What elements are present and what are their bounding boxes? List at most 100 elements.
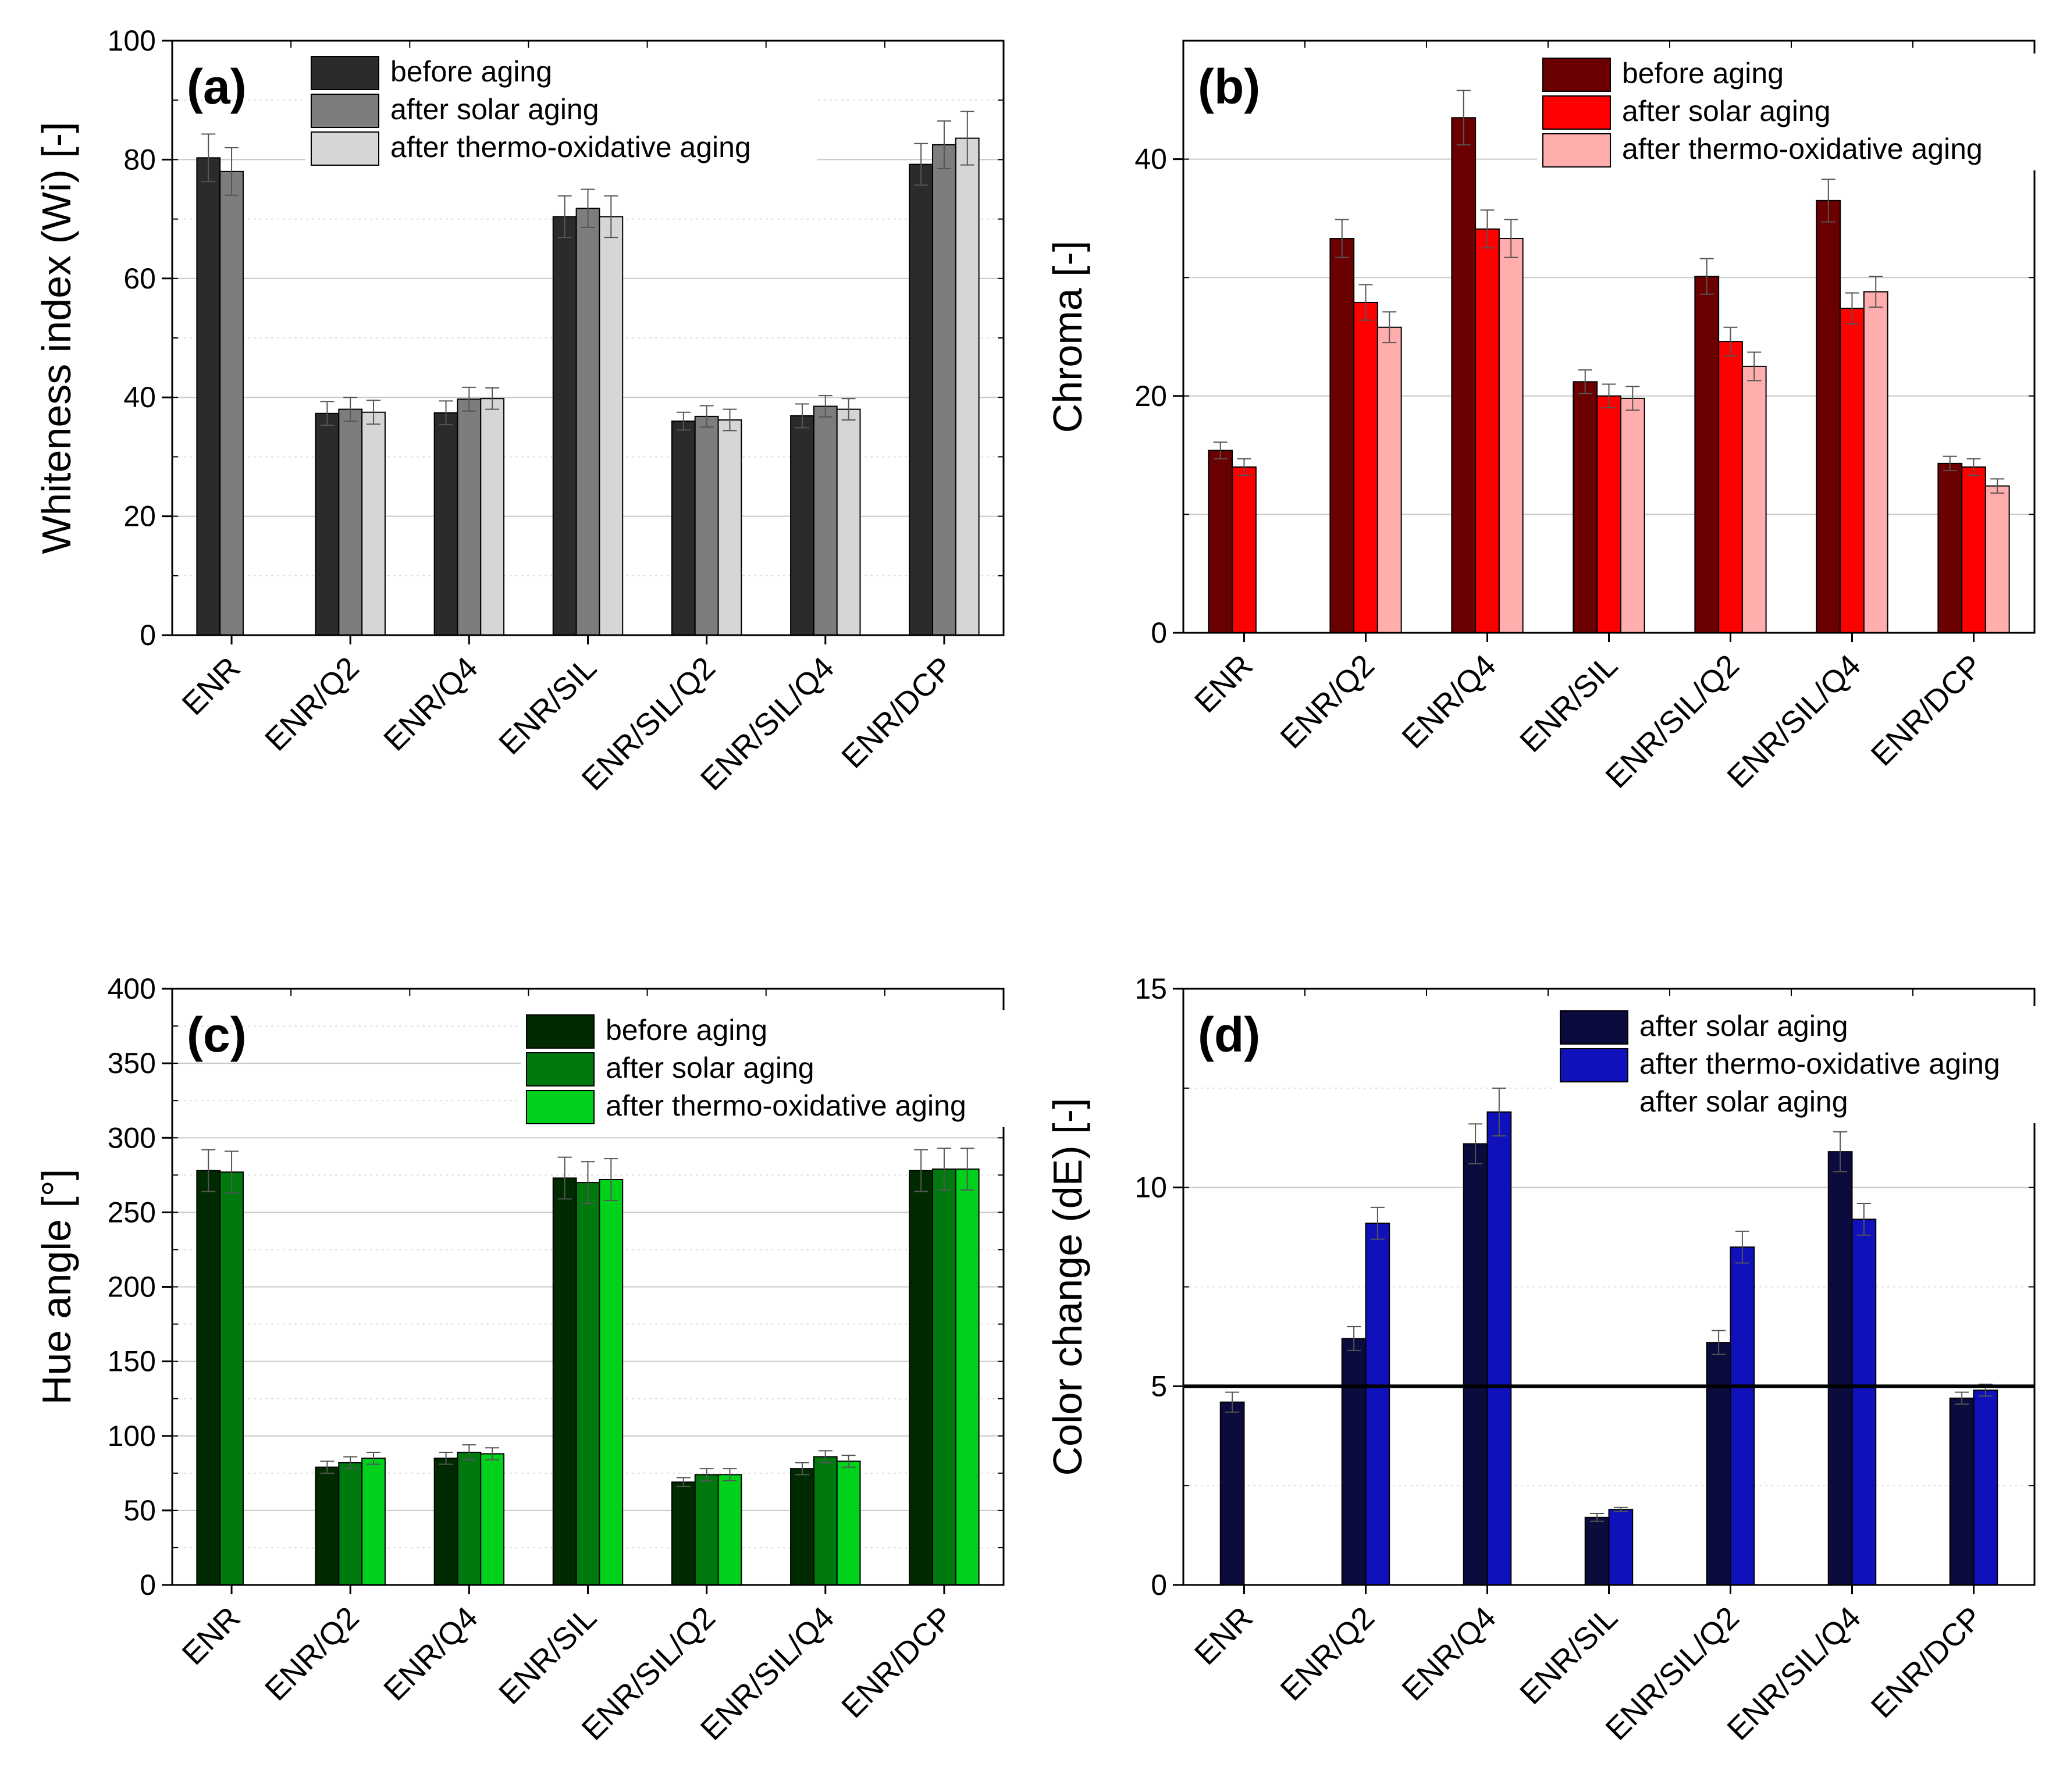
legend-label: before aging bbox=[606, 1014, 767, 1046]
legend-swatch bbox=[311, 56, 379, 90]
bar bbox=[433, 1458, 458, 1586]
legend-swatch bbox=[311, 131, 379, 166]
y-tick-label: 80 bbox=[123, 143, 156, 176]
bar bbox=[1219, 1401, 1245, 1586]
category-label: ENR bbox=[1188, 648, 1260, 719]
bar bbox=[361, 1458, 386, 1586]
bar bbox=[790, 415, 814, 636]
category-label: ENR/DCP bbox=[835, 1600, 959, 1725]
bar bbox=[909, 1170, 934, 1586]
bar bbox=[1208, 450, 1233, 633]
legend-label: after thermo-oxidative aging bbox=[390, 131, 751, 163]
category-label: ENR/Q2 bbox=[258, 1600, 366, 1708]
legend: before aging after solar aging after therm… bbox=[1537, 54, 2049, 170]
bar bbox=[480, 1453, 505, 1586]
bar bbox=[480, 398, 505, 636]
bar bbox=[219, 170, 244, 636]
bar bbox=[694, 415, 719, 636]
bar bbox=[836, 1460, 861, 1586]
y-tick-label: 0 bbox=[1151, 1569, 1167, 1601]
bar bbox=[1741, 365, 1767, 634]
legend-background bbox=[1537, 54, 2049, 170]
category-label: ENR/DCP bbox=[1865, 1600, 1989, 1725]
bar bbox=[717, 419, 742, 636]
bar bbox=[196, 1170, 221, 1586]
bar bbox=[457, 1451, 482, 1586]
category-label: ENR bbox=[176, 1600, 247, 1672]
y-axis-label: Chroma [-] bbox=[1045, 241, 1090, 433]
y-axis-label: Color change (dE) [-] bbox=[1045, 1098, 1090, 1476]
panel-label: (a) bbox=[187, 59, 247, 114]
legend-background bbox=[1554, 1006, 2049, 1123]
bar bbox=[1706, 1342, 1731, 1586]
y-tick-label: 10 bbox=[1134, 1171, 1167, 1204]
legend-swatch bbox=[1560, 1010, 1628, 1045]
category-label: ENR/SIL bbox=[1513, 648, 1624, 759]
legend-swatch bbox=[1542, 58, 1611, 92]
bar bbox=[315, 412, 340, 636]
bar bbox=[1608, 1509, 1634, 1586]
y-tick-label: 40 bbox=[123, 381, 156, 414]
bar bbox=[671, 1481, 696, 1586]
legend-background bbox=[521, 1010, 1033, 1127]
category-label: ENR/Q4 bbox=[377, 1600, 485, 1708]
bar bbox=[1329, 238, 1355, 633]
y-tick-label: 200 bbox=[108, 1271, 156, 1303]
y-tick-label: 20 bbox=[123, 500, 156, 533]
bar bbox=[955, 137, 980, 636]
y-tick-label: 60 bbox=[123, 262, 156, 295]
bar bbox=[1498, 238, 1524, 633]
bar bbox=[1718, 341, 1743, 633]
bar bbox=[1353, 301, 1378, 633]
legend: after solar aging after thermo-oxidative … bbox=[1554, 1006, 2049, 1123]
category-label: ENR/Q4 bbox=[1395, 648, 1503, 756]
bar bbox=[1486, 1111, 1512, 1586]
bar bbox=[671, 421, 696, 636]
category-label: ENR/SIL bbox=[492, 1600, 603, 1711]
y-tick-label: 300 bbox=[108, 1121, 156, 1154]
legend-swatch bbox=[526, 1014, 595, 1049]
legend: before aging after solar aging after therm… bbox=[521, 1010, 1033, 1127]
y-tick-label: 40 bbox=[1134, 143, 1167, 176]
legend-label: before aging bbox=[390, 55, 552, 88]
bar bbox=[1851, 1219, 1877, 1586]
bar bbox=[361, 411, 386, 636]
bars bbox=[1208, 90, 2010, 634]
bar bbox=[1949, 1397, 1975, 1586]
bar bbox=[219, 1171, 244, 1586]
bar bbox=[575, 208, 600, 636]
bar bbox=[1232, 466, 1257, 634]
y-tick-label: 0 bbox=[1151, 617, 1167, 649]
bar bbox=[790, 1468, 814, 1586]
bar bbox=[1863, 291, 1888, 633]
bars bbox=[1219, 1087, 1998, 1586]
bar bbox=[1827, 1151, 1853, 1586]
panel-label: (d) bbox=[1198, 1007, 1260, 1062]
legend-label: before aging bbox=[1622, 57, 1784, 90]
category-label: ENR/DCP bbox=[1865, 648, 1989, 772]
bar bbox=[599, 216, 624, 636]
category-label: ENR/Q2 bbox=[1273, 1600, 1381, 1708]
y-tick-label: 15 bbox=[1134, 972, 1167, 1005]
legend-label: after thermo-oxidative aging bbox=[606, 1089, 966, 1122]
bar bbox=[1694, 276, 1720, 633]
category-label: ENR/Q2 bbox=[1273, 648, 1381, 756]
bar bbox=[836, 408, 861, 636]
bar bbox=[1730, 1246, 1755, 1586]
category-label: ENR/DCP bbox=[835, 650, 959, 775]
bar bbox=[433, 412, 458, 636]
category-label: ENR/SIL bbox=[492, 650, 603, 761]
category-label: ENR/Q4 bbox=[1395, 1600, 1503, 1708]
bars bbox=[196, 111, 980, 636]
bar bbox=[315, 1466, 340, 1586]
bars bbox=[196, 1148, 980, 1586]
bar bbox=[1816, 199, 1841, 633]
bar bbox=[457, 398, 482, 636]
legend-extra-label: after solar aging bbox=[1639, 1085, 1848, 1118]
bar bbox=[1573, 381, 1598, 633]
bar bbox=[909, 163, 934, 636]
bar bbox=[1463, 1143, 1488, 1586]
